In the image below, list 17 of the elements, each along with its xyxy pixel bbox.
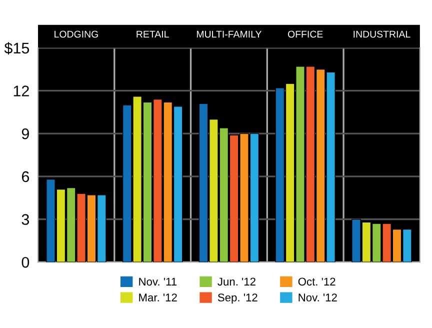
x-tick-label: MULTI-FAMILY (196, 30, 262, 38)
x-tick-label: LODGING (54, 30, 98, 38)
legend-label: Oct. '12 (298, 278, 336, 286)
legend-label: Jun. '12 (218, 278, 256, 286)
y-tick-label: 9 (22, 128, 29, 140)
y-tick-label: 6 (22, 171, 30, 182)
x-tick-label: INDUSTRIAL (354, 30, 410, 38)
y-tick-label: 12 (14, 86, 29, 96)
y-tick-label: 3 (22, 214, 30, 225)
legend-label: Nov. '11 (139, 278, 176, 286)
x-tick-label: OFFICE (288, 30, 323, 38)
x-tick-label: RETAIL (136, 30, 169, 38)
y-tick-label: $15 (4, 42, 30, 54)
legend-label: Mar. '12 (139, 294, 177, 302)
legend-label: Nov. '12 (298, 294, 337, 302)
y-tick-label: 0 (22, 256, 30, 268)
legend-label: Sep. '12 (218, 294, 258, 304)
